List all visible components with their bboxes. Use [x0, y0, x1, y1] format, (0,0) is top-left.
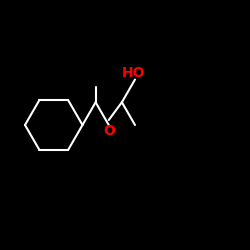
Text: O: O: [103, 124, 115, 138]
Text: HO: HO: [122, 66, 146, 80]
